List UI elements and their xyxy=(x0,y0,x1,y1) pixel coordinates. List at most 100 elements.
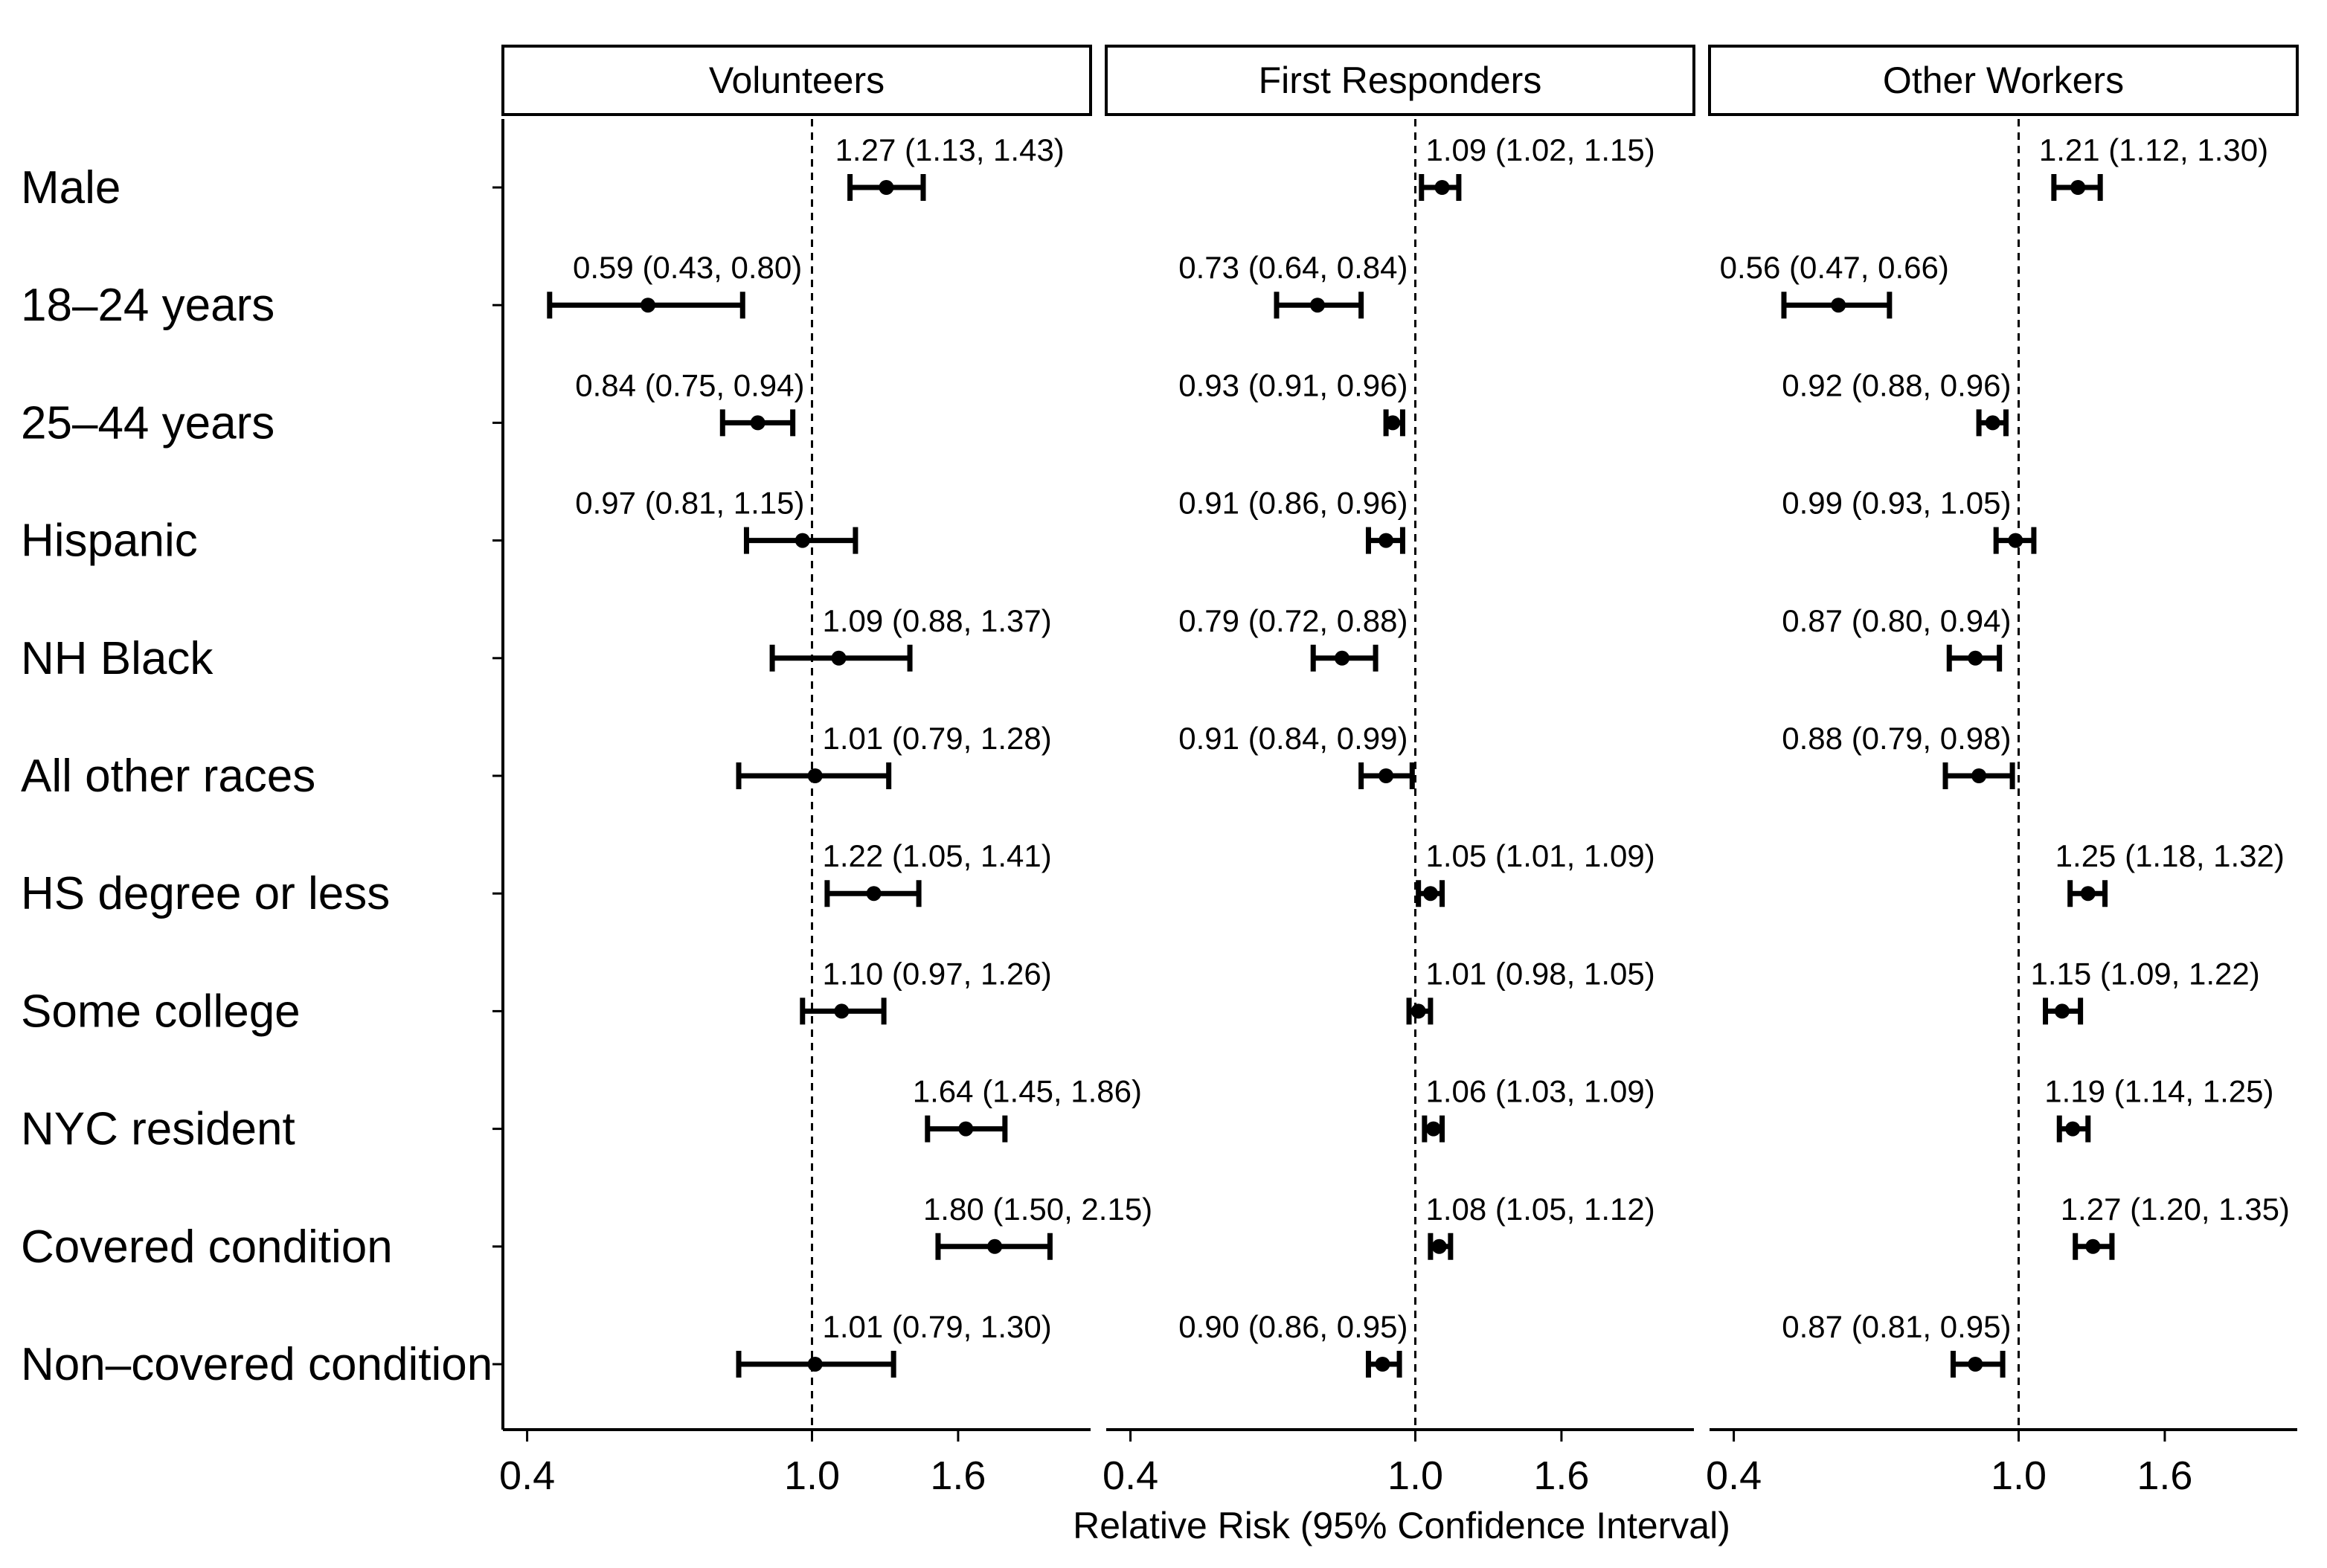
point-estimate xyxy=(1968,1357,1983,1372)
point-estimate xyxy=(1375,1357,1390,1372)
point-estimate xyxy=(1422,886,1438,902)
panel-3: Other Workers 0.4 1.0 1.6 1.21 (1.12, 1.30) 0… xyxy=(1706,45,2299,1498)
point-estimate xyxy=(1385,415,1401,431)
point-estimate xyxy=(1335,650,1350,666)
row-label: HS degree or less xyxy=(21,868,390,919)
data-label: 0.87 (0.81, 0.95) xyxy=(1782,1309,2011,1344)
point-estimate xyxy=(831,650,847,666)
row-label: Hispanic xyxy=(21,515,198,567)
data-label: 0.84 (0.75, 0.94) xyxy=(575,367,804,402)
data-label: 1.19 (1.14, 1.25) xyxy=(2044,1074,2273,1109)
panels: Volunteers 0.4 1.0 1.6 1.27 (1.13, 1.43) 0.59… xyxy=(492,45,2299,1498)
data-label: 0.97 (0.81, 1.15) xyxy=(575,486,804,521)
panel-title: Other Workers xyxy=(1883,60,2124,101)
data-label: 0.91 (0.86, 0.96) xyxy=(1178,486,1408,521)
row-label: NYC resident xyxy=(21,1104,295,1155)
data-label: 1.27 (1.20, 1.35) xyxy=(2061,1192,2290,1227)
point-estimate xyxy=(1831,298,1846,313)
data-label: 1.01 (0.79, 1.28) xyxy=(823,721,1052,756)
data-label: 1.09 (1.02, 1.15) xyxy=(1426,132,1655,167)
data-label: 1.27 (1.13, 1.43) xyxy=(835,132,1065,167)
x-tick-label: 1.6 xyxy=(930,1453,986,1498)
point-estimate xyxy=(807,768,823,783)
panel-2: First Responders 0.4 1.0 1.6 1.09 (1.02, 1.1… xyxy=(1102,45,1695,1498)
data-label: 1.08 (1.05, 1.12) xyxy=(1426,1192,1655,1227)
row-label: Some college xyxy=(21,986,301,1037)
panel-1: Volunteers 0.4 1.0 1.6 1.27 (1.13, 1.43) 0.59… xyxy=(492,45,1152,1498)
x-tick-label: 1.0 xyxy=(1387,1453,1443,1498)
point-estimate xyxy=(1985,415,2000,431)
point-estimate xyxy=(2080,886,2096,902)
point-estimate xyxy=(1378,533,1394,548)
point-estimate xyxy=(2054,1003,2070,1019)
data-label: 0.93 (0.91, 0.96) xyxy=(1178,367,1408,402)
point-estimate xyxy=(1309,298,1325,313)
data-label: 0.91 (0.84, 0.99) xyxy=(1178,721,1408,756)
point-estimate xyxy=(1434,180,1450,195)
data-label: 1.25 (1.18, 1.32) xyxy=(2055,838,2285,873)
data-label: 1.64 (1.45, 1.86) xyxy=(913,1074,1142,1109)
point-estimate xyxy=(1971,768,1987,783)
x-tick-label: 0.4 xyxy=(499,1453,555,1498)
point-estimate xyxy=(2070,180,2086,195)
data-label: 1.21 (1.12, 1.30) xyxy=(2039,132,2268,167)
data-label: 1.01 (0.98, 1.05) xyxy=(1426,956,1655,991)
x-axis-title: Relative Risk (95% Confidence Interval) xyxy=(1073,1505,1730,1546)
x-tick-label: 1.0 xyxy=(784,1453,840,1498)
point-estimate xyxy=(2085,1238,2101,1254)
row-label: NH Black xyxy=(21,633,214,684)
data-label: 0.73 (0.64, 0.84) xyxy=(1178,250,1408,285)
data-label: 1.15 (1.09, 1.22) xyxy=(2031,956,2260,991)
data-label: 1.06 (1.03, 1.09) xyxy=(1426,1074,1655,1109)
x-tick-label: 0.4 xyxy=(1706,1453,1762,1498)
point-estimate xyxy=(750,415,765,431)
point-estimate xyxy=(641,298,656,313)
data-label: 0.99 (0.93, 1.05) xyxy=(1782,486,2011,521)
data-label: 0.87 (0.80, 0.94) xyxy=(1782,603,2011,638)
row-label: Male xyxy=(21,162,121,213)
data-label: 0.88 (0.79, 0.98) xyxy=(1782,721,2011,756)
data-label: 1.80 (1.50, 2.15) xyxy=(923,1192,1152,1227)
data-label: 1.10 (0.97, 1.26) xyxy=(823,956,1052,991)
point-estimate xyxy=(834,1003,850,1019)
x-tick-label: 1.6 xyxy=(1533,1453,1589,1498)
point-estimate xyxy=(866,886,882,902)
point-estimate xyxy=(1410,1003,1426,1019)
row-label: All other races xyxy=(21,751,315,802)
point-estimate xyxy=(1425,1121,1441,1137)
point-estimate xyxy=(795,533,810,548)
data-label: 1.09 (0.88, 1.37) xyxy=(823,603,1052,638)
data-label: 0.59 (0.43, 0.80) xyxy=(573,250,802,285)
data-label: 1.22 (1.05, 1.41) xyxy=(823,838,1052,873)
point-estimate xyxy=(1431,1238,1447,1254)
point-estimate xyxy=(987,1238,1003,1254)
row-label: Non–covered condition xyxy=(21,1339,492,1390)
point-estimate xyxy=(958,1121,974,1137)
x-tick-label: 1.6 xyxy=(2137,1453,2192,1498)
row-label: 25–44 years xyxy=(21,397,275,449)
data-label: 1.05 (1.01, 1.09) xyxy=(1426,838,1655,873)
point-estimate xyxy=(879,180,894,195)
data-label: 0.56 (0.47, 0.66) xyxy=(1720,250,1949,285)
x-tick-label: 1.0 xyxy=(1991,1453,2047,1498)
panel-title: Volunteers xyxy=(709,60,885,101)
panel-header-box xyxy=(501,45,1092,116)
x-tick-label: 0.4 xyxy=(1102,1453,1158,1498)
panel-header-box xyxy=(1708,45,2299,116)
panel-title: First Responders xyxy=(1259,60,1542,101)
point-estimate xyxy=(2008,533,2023,548)
row-label: Covered condition xyxy=(21,1221,393,1273)
data-label: 0.90 (0.86, 0.95) xyxy=(1178,1309,1408,1344)
point-estimate xyxy=(1968,650,1983,666)
row-labels: Male 18–24 years 25–44 years Hispanic NH Bla… xyxy=(21,162,492,1390)
data-label: 1.01 (0.79, 1.30) xyxy=(823,1309,1052,1344)
point-estimate xyxy=(2065,1121,2081,1137)
point-estimate xyxy=(1378,768,1394,783)
data-label: 0.92 (0.88, 0.96) xyxy=(1782,367,2011,402)
row-label: 18–24 years xyxy=(21,280,275,331)
data-label: 0.79 (0.72, 0.88) xyxy=(1178,603,1408,638)
panel-header-box xyxy=(1105,45,1695,116)
point-estimate xyxy=(807,1357,823,1372)
